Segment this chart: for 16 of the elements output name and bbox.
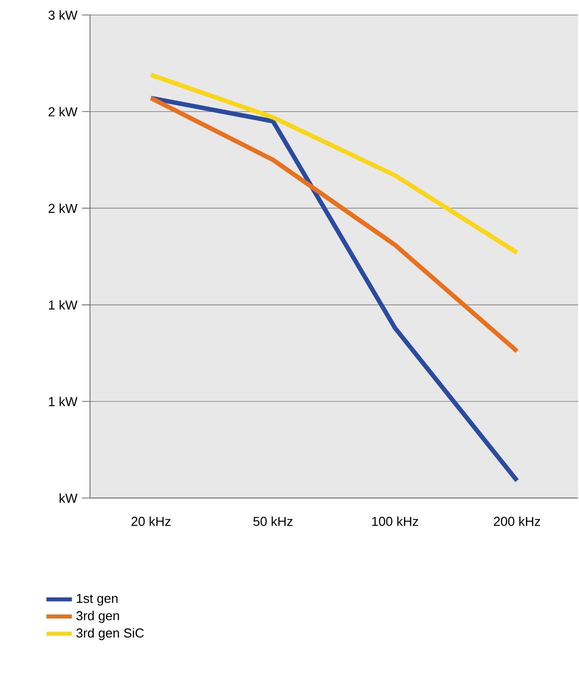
y-tick-label: 2 kW <box>48 204 78 213</box>
legend-label: 1st gen <box>76 594 118 606</box>
y-tick-label: 2 kW <box>48 106 78 116</box>
x-tick-label: 200 kHz <box>494 516 540 526</box>
line-series <box>148 72 520 255</box>
legend-label: 3rd gen SiC <box>76 628 144 640</box>
line-series <box>148 96 520 354</box>
x-tick-label: 50 kHz <box>253 516 292 526</box>
x-tick-label: 20 kHz <box>132 516 170 526</box>
y-tick-label: 3 kW <box>48 10 78 20</box>
y-tick-label: kW <box>60 493 78 503</box>
y-tick-label: 1 kW <box>48 300 78 310</box>
y-tick-label: 1 kW <box>48 396 78 406</box>
line-series <box>148 96 520 483</box>
legend-label: 3rd gen <box>76 610 119 623</box>
x-tick-label: 100 kHz <box>372 516 418 526</box>
